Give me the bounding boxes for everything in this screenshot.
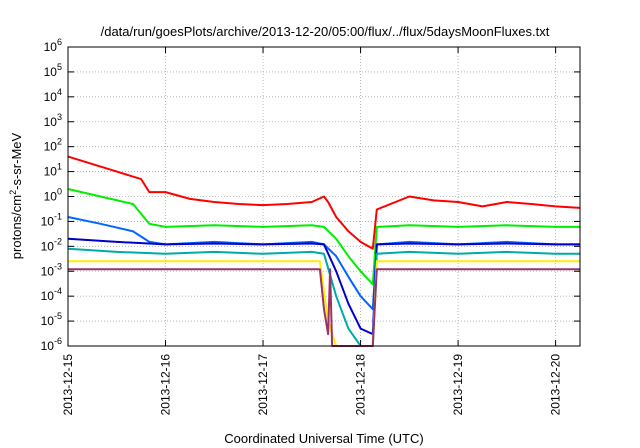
y-tick-label: 10-2 bbox=[41, 236, 62, 253]
series-layer bbox=[67, 155, 581, 347]
y-axis-label: protons/cm2-s-sr-MeV bbox=[8, 132, 24, 259]
axis-ticks: 10-6 10-5 10-4 10-3 10-2 10-1 100 101 102 103 104 1… bbox=[41, 37, 580, 415]
y-tick-label: 102 bbox=[44, 137, 62, 154]
x-axis-label: Coordinated Universal Time (UTC) bbox=[224, 431, 423, 446]
x-tick-label: 2013-12-19 bbox=[451, 354, 465, 416]
x-tick-label: 2013-12-20 bbox=[549, 354, 563, 416]
y-axis-label-suffix: -s-sr-MeV bbox=[9, 132, 24, 189]
y-tick-label: 100 bbox=[44, 187, 62, 204]
y-axis-label-prefix: protons/cm bbox=[9, 195, 24, 259]
x-tick-label: 2013-12-18 bbox=[354, 354, 368, 416]
series-line-1 bbox=[67, 155, 581, 250]
y-tick-label: 10-4 bbox=[41, 286, 62, 303]
y-tick-label: 105 bbox=[44, 62, 62, 79]
x-tick-label: 2013-12-16 bbox=[159, 354, 173, 416]
y-tick-label: 10-1 bbox=[41, 211, 62, 228]
y-tick-label: 103 bbox=[44, 112, 62, 129]
x-tick-label: 2013-12-17 bbox=[256, 354, 270, 416]
series-line-5 bbox=[67, 247, 580, 347]
y-tick-label: 10-6 bbox=[41, 336, 62, 353]
x-tick-label: 2013-12-15 bbox=[61, 354, 75, 416]
chart-title: /data/run/goesPlots/archive/2013-12-20/0… bbox=[101, 24, 550, 39]
series-line-2 bbox=[67, 188, 580, 286]
y-tick-label: 10-3 bbox=[41, 261, 62, 278]
series-line-4 bbox=[67, 237, 580, 336]
y-tick-label: 10-5 bbox=[41, 311, 62, 328]
y-axis-label-superscript: 2 bbox=[8, 190, 18, 195]
series-line-7 bbox=[68, 268, 580, 347]
y-tick-label: 101 bbox=[44, 162, 62, 179]
y-tick-label: 104 bbox=[44, 87, 62, 104]
y-tick-label: 106 bbox=[44, 37, 62, 54]
